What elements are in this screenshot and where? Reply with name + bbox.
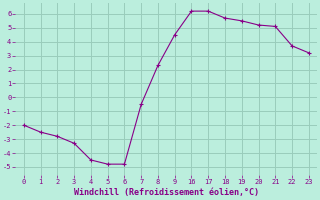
X-axis label: Windchill (Refroidissement éolien,°C): Windchill (Refroidissement éolien,°C) [74, 188, 259, 197]
